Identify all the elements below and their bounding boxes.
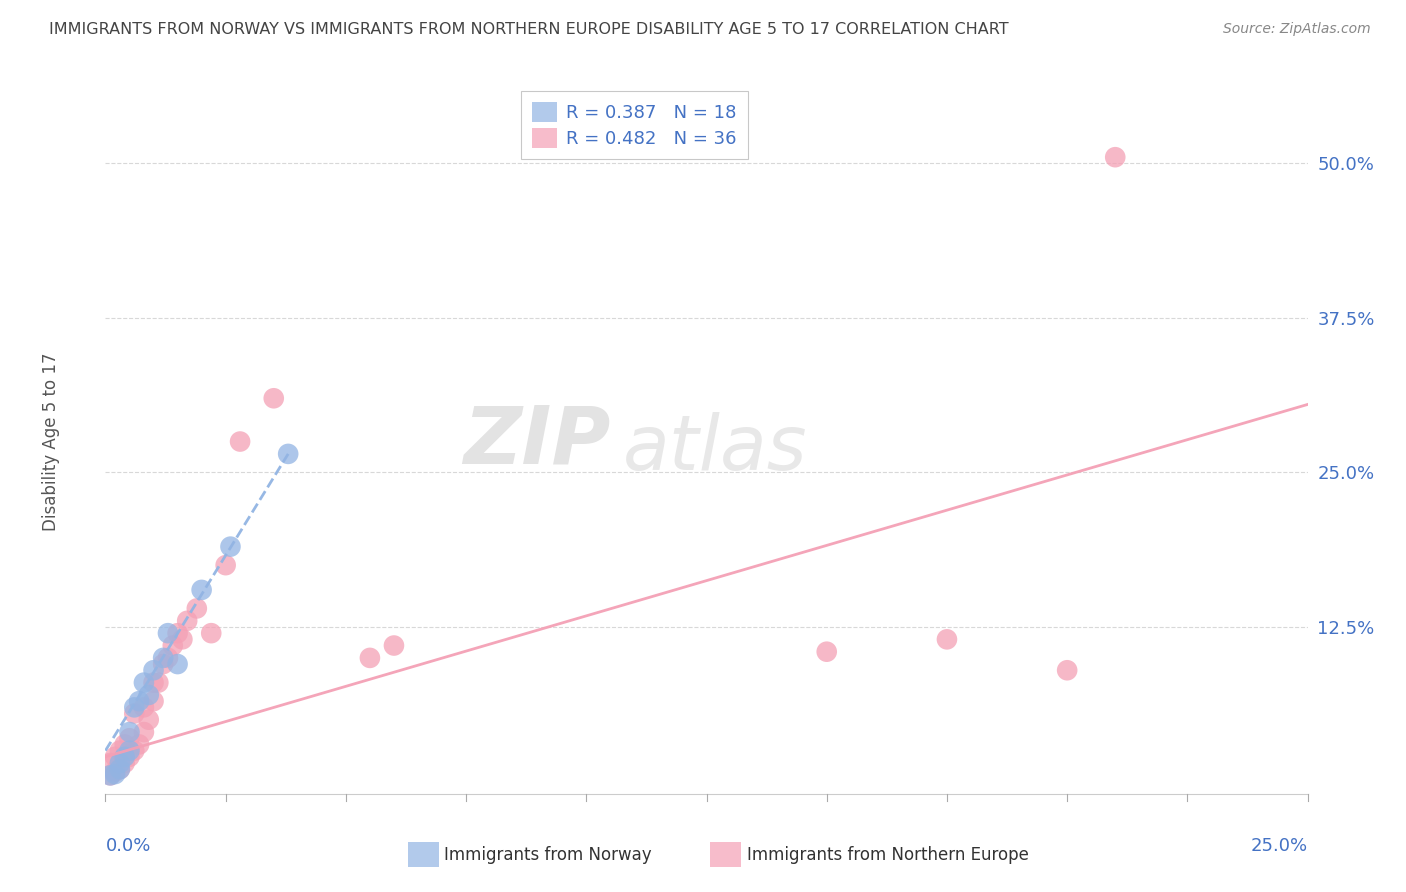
Point	[104, 749, 127, 764]
Point	[219, 540, 242, 554]
Point	[263, 391, 285, 405]
Point	[815, 645, 838, 659]
Point	[98, 768, 121, 782]
Point	[142, 675, 165, 690]
Point	[152, 651, 174, 665]
Point	[108, 762, 131, 776]
Point	[138, 713, 160, 727]
Point	[118, 725, 141, 739]
Point	[118, 749, 141, 764]
Point	[1104, 150, 1126, 164]
Point	[132, 700, 155, 714]
Point	[124, 743, 146, 757]
Point	[172, 632, 194, 647]
Point	[142, 694, 165, 708]
Point	[118, 743, 141, 757]
Text: ZIP: ZIP	[463, 402, 610, 481]
Point	[124, 706, 146, 721]
Text: Immigrants from Norway: Immigrants from Norway	[444, 846, 652, 863]
Point	[156, 651, 179, 665]
Text: Immigrants from Northern Europe: Immigrants from Northern Europe	[747, 846, 1028, 863]
Text: Source: ZipAtlas.com: Source: ZipAtlas.com	[1223, 22, 1371, 37]
Point	[108, 762, 131, 776]
Point	[132, 675, 155, 690]
Point	[152, 657, 174, 671]
Point	[128, 694, 150, 708]
Point	[108, 756, 131, 770]
Point	[359, 651, 381, 665]
Point	[124, 700, 146, 714]
Point	[114, 756, 136, 770]
Point	[277, 447, 299, 461]
Point	[108, 743, 131, 757]
Legend: R = 0.387   N = 18, R = 0.482   N = 36: R = 0.387 N = 18, R = 0.482 N = 36	[522, 91, 748, 159]
Point	[104, 767, 127, 781]
Point	[1056, 663, 1078, 677]
Point	[132, 725, 155, 739]
Point	[229, 434, 252, 449]
Text: Disability Age 5 to 17: Disability Age 5 to 17	[42, 352, 60, 531]
Point	[98, 756, 121, 770]
Point	[148, 675, 170, 690]
Point	[200, 626, 222, 640]
Text: atlas: atlas	[623, 411, 807, 485]
Text: 0.0%: 0.0%	[105, 838, 150, 855]
Text: IMMIGRANTS FROM NORWAY VS IMMIGRANTS FROM NORTHERN EUROPE DISABILITY AGE 5 TO 17: IMMIGRANTS FROM NORWAY VS IMMIGRANTS FRO…	[49, 22, 1010, 37]
Point	[190, 582, 212, 597]
Point	[214, 558, 236, 573]
Point	[382, 639, 405, 653]
Point	[118, 731, 141, 746]
Point	[166, 626, 188, 640]
Point	[156, 626, 179, 640]
Point	[176, 614, 198, 628]
Point	[186, 601, 208, 615]
Point	[128, 738, 150, 752]
Text: 25.0%: 25.0%	[1250, 838, 1308, 855]
Point	[104, 764, 127, 779]
Point	[936, 632, 959, 647]
Point	[138, 688, 160, 702]
Point	[142, 663, 165, 677]
Point	[162, 639, 184, 653]
Point	[166, 657, 188, 671]
Point	[98, 768, 121, 782]
Point	[114, 738, 136, 752]
Point	[114, 749, 136, 764]
